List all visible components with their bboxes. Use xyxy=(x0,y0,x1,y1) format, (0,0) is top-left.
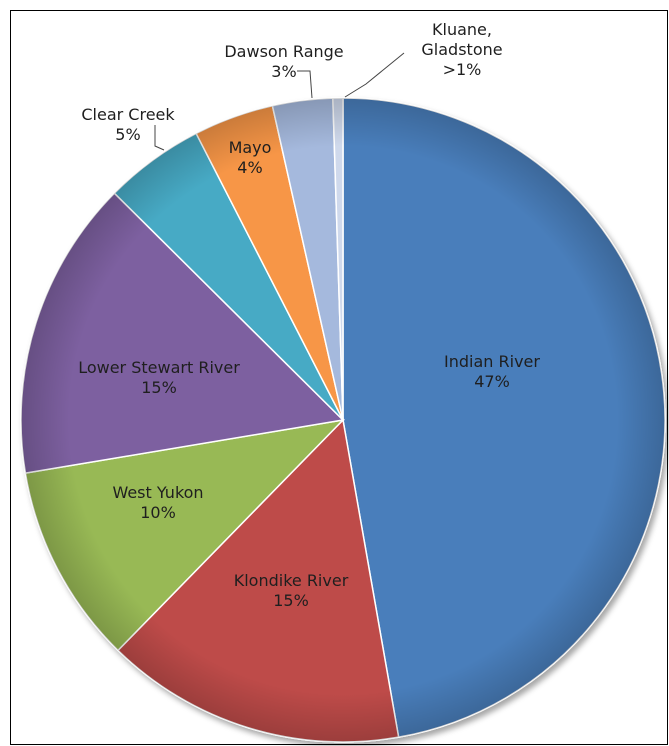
leader-line-clear-creek xyxy=(154,125,165,151)
slice-label-indian-river: Indian River xyxy=(444,352,540,371)
slice-label-kluane-gladstone: Kluane, xyxy=(432,20,492,39)
slice-value-dawson-range: 3% xyxy=(271,62,296,81)
slice-label-west-yukon: West Yukon xyxy=(112,483,203,502)
slice-value-klondike-river: 15% xyxy=(273,591,309,610)
slice-label-dawson-range: Dawson Range xyxy=(224,42,343,61)
slice-value-mayo: 4% xyxy=(237,158,262,177)
slice-label-kluane-gladstone: Gladstone xyxy=(421,40,502,59)
slice-value-kluane-gladstone: >1% xyxy=(443,60,482,79)
pie-slice-indian-river xyxy=(342,97,666,739)
slice-label-lower-stewart-river: Lower Stewart River xyxy=(78,358,240,377)
leader-line-kluane-gladstone xyxy=(344,52,405,98)
slice-value-clear-creek: 5% xyxy=(115,125,140,144)
slice-value-west-yukon: 10% xyxy=(140,503,176,522)
slice-value-indian-river: 47% xyxy=(474,372,510,391)
slice-label-mayo: Mayo xyxy=(229,138,272,157)
leader-line-dawson-range xyxy=(297,70,313,99)
slice-label-klondike-river: Klondike River xyxy=(234,571,349,590)
slice-label-clear-creek: Clear Creek xyxy=(81,105,175,124)
slice-value-lower-stewart-river: 15% xyxy=(141,378,177,397)
